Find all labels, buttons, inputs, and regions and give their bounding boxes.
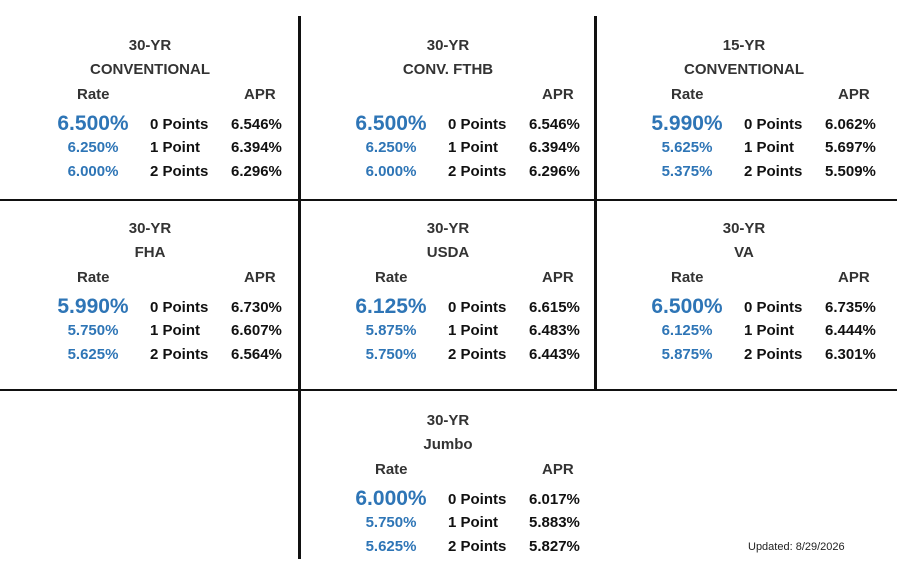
apr-value: 6.301% (825, 346, 876, 363)
rate-value: 5.750% (365, 346, 417, 363)
points-label: 1 Point (744, 322, 795, 339)
points-label: 2 Points (448, 163, 507, 180)
rate-value: 6.500% (57, 112, 129, 135)
apr-value: 6.394% (529, 139, 580, 156)
rate-value: 5.990% (57, 295, 129, 318)
points-label: 0 Points (744, 299, 803, 316)
apr-value: 5.883% (529, 514, 580, 531)
apr-value: 6.607% (231, 322, 282, 339)
rate-header: Rate (375, 269, 408, 286)
product-title-term: 30-YR (426, 412, 470, 429)
updated-timestamp: Updated: 8/29/2026 (748, 541, 845, 553)
apr-value: 6.546% (231, 116, 282, 133)
apr-header: APR (542, 461, 574, 478)
rate-value: 6.000% (67, 163, 119, 180)
points-label: 0 Points (448, 491, 507, 508)
points-label: 2 Points (448, 538, 507, 555)
rate-value: 6.125% (355, 295, 427, 318)
apr-value: 6.443% (529, 346, 580, 363)
apr-value: 6.394% (231, 139, 282, 156)
rate-value: 6.500% (355, 112, 427, 135)
apr-header: APR (542, 269, 574, 286)
points-label: 0 Points (150, 116, 209, 133)
points-label: 2 Points (744, 346, 803, 363)
apr-value: 6.296% (231, 163, 282, 180)
apr-value: 6.444% (825, 322, 876, 339)
apr-header: APR (542, 86, 574, 103)
rate-value: 6.250% (365, 139, 417, 156)
points-label: 1 Point (150, 139, 201, 156)
rate-value: 5.625% (365, 538, 417, 555)
grid-divider-horizontal-top (0, 199, 897, 201)
apr-header: APR (244, 269, 276, 286)
product-title-name: CONV. FTHB (402, 61, 494, 78)
product-title-term: 30-YR (426, 37, 470, 54)
points-label: 0 Points (150, 299, 209, 316)
points-label: 1 Point (744, 139, 795, 156)
rate-value: 5.625% (67, 346, 119, 363)
rate-value: 5.875% (365, 322, 417, 339)
apr-value: 6.564% (231, 346, 282, 363)
product-title-term: 30-YR (128, 220, 172, 237)
apr-value: 6.296% (529, 163, 580, 180)
apr-header: APR (244, 86, 276, 103)
apr-header: APR (838, 269, 870, 286)
apr-value: 6.735% (825, 299, 876, 316)
product-title-term: 30-YR (128, 37, 172, 54)
points-label: 1 Point (150, 322, 201, 339)
rate-value: 5.375% (661, 163, 713, 180)
grid-divider-vertical-left (298, 16, 301, 559)
rate-value: 5.990% (651, 112, 723, 135)
rate-header: Rate (671, 269, 704, 286)
rate-value: 5.750% (67, 322, 119, 339)
apr-value: 6.730% (231, 299, 282, 316)
points-label: 0 Points (448, 299, 507, 316)
product-title-name: FHA (134, 244, 166, 261)
rate-header: Rate (671, 86, 704, 103)
product-title-name: Jumbo (423, 436, 473, 453)
rate-header: Rate (77, 269, 110, 286)
points-label: 1 Point (448, 322, 499, 339)
apr-value: 5.509% (825, 163, 876, 180)
apr-value: 5.827% (529, 538, 580, 555)
apr-value: 6.062% (825, 116, 876, 133)
rate-value: 5.625% (661, 139, 713, 156)
apr-header: APR (838, 86, 870, 103)
points-label: 1 Point (448, 139, 499, 156)
rate-header: Rate (375, 461, 408, 478)
apr-value: 6.017% (529, 491, 580, 508)
points-label: 2 Points (150, 163, 209, 180)
rate-value: 6.000% (355, 487, 427, 510)
apr-value: 5.697% (825, 139, 876, 156)
apr-value: 6.546% (529, 116, 580, 133)
rate-header: Rate (77, 86, 110, 103)
rate-value: 5.875% (661, 346, 713, 363)
points-label: 0 Points (744, 116, 803, 133)
product-title-name: VA (734, 244, 754, 261)
grid-divider-vertical-right (594, 16, 597, 391)
product-title-term: 15-YR (722, 37, 766, 54)
product-title-name: CONVENTIONAL (90, 61, 210, 78)
rate-value: 6.250% (67, 139, 119, 156)
product-title-term: 30-YR (722, 220, 766, 237)
product-title-term: 30-YR (426, 220, 470, 237)
grid-divider-horizontal-bottom (0, 389, 897, 391)
apr-value: 6.483% (529, 322, 580, 339)
product-title-name: CONVENTIONAL (684, 61, 804, 78)
points-label: 2 Points (150, 346, 209, 363)
points-label: 2 Points (448, 346, 507, 363)
rate-value: 5.750% (365, 514, 417, 531)
rate-value: 6.125% (661, 322, 713, 339)
points-label: 1 Point (448, 514, 499, 531)
points-label: 0 Points (448, 116, 507, 133)
product-title-name: USDA (426, 244, 470, 261)
apr-value: 6.615% (529, 299, 580, 316)
rate-value: 6.000% (365, 163, 417, 180)
rate-value: 6.500% (651, 295, 723, 318)
points-label: 2 Points (744, 163, 803, 180)
